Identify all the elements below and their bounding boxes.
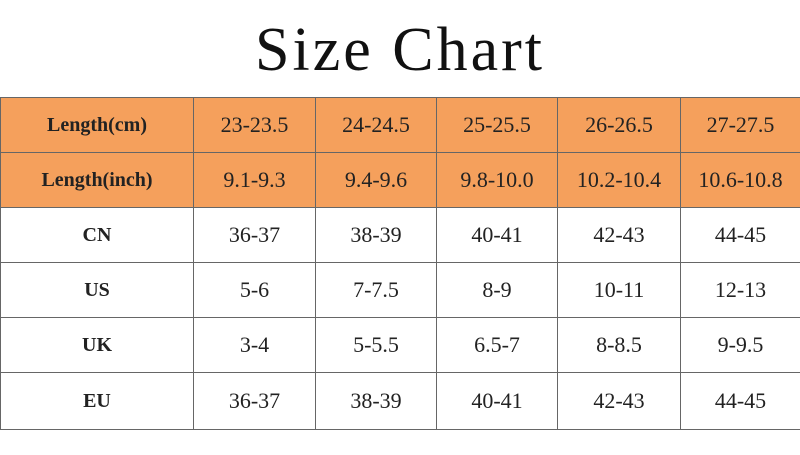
cell: 25-25.5 <box>436 97 558 153</box>
table-body: Length(cm) 23-23.5 24-24.5 25-25.5 26-26.5 27… <box>0 97 800 430</box>
table-row: US 5-6 7-7.5 8-9 10-11 12-13 <box>0 262 800 318</box>
row-header: Length(cm) <box>0 97 194 153</box>
cell: 23-23.5 <box>193 97 316 153</box>
cell: 10-11 <box>557 262 681 318</box>
cell: 5-6 <box>193 262 316 318</box>
cell: 7-7.5 <box>315 262 437 318</box>
cell: 44-45 <box>680 207 800 263</box>
table-row: Length(cm) 23-23.5 24-24.5 25-25.5 26-26.5 27… <box>0 97 800 153</box>
size-table: Length(cm) 23-23.5 24-24.5 25-25.5 26-26.5 27… <box>0 97 800 430</box>
cell: 38-39 <box>315 207 437 263</box>
table-row: CN 36-37 38-39 40-41 42-43 44-45 <box>0 207 800 263</box>
cell: 36-37 <box>193 372 316 430</box>
cell: 42-43 <box>557 372 681 430</box>
cell: 40-41 <box>436 372 558 430</box>
cell: 6.5-7 <box>436 317 558 373</box>
cell: 27-27.5 <box>680 97 800 153</box>
cell: 8-8.5 <box>557 317 681 373</box>
cell: 10.6-10.8 <box>680 152 800 208</box>
cell: 3-4 <box>193 317 316 373</box>
cell: 9.8-10.0 <box>436 152 558 208</box>
title: Size Chart <box>255 16 545 84</box>
cell: 9.1-9.3 <box>193 152 316 208</box>
cell: 10.2-10.4 <box>557 152 681 208</box>
cell: 24-24.5 <box>315 97 437 153</box>
cell: 42-43 <box>557 207 681 263</box>
cell: 12-13 <box>680 262 800 318</box>
row-header: Length(inch) <box>0 152 194 208</box>
row-header: EU <box>0 372 194 430</box>
cell: 38-39 <box>315 372 437 430</box>
row-header: UK <box>0 317 194 373</box>
cell: 36-37 <box>193 207 316 263</box>
cell: 5-5.5 <box>315 317 437 373</box>
table-row: UK 3-4 5-5.5 6.5-7 8-8.5 9-9.5 <box>0 317 800 373</box>
cell: 8-9 <box>436 262 558 318</box>
table-row: EU 36-37 38-39 40-41 42-43 44-45 <box>0 372 800 430</box>
cell: 40-41 <box>436 207 558 263</box>
row-header: CN <box>0 207 194 263</box>
cell: 26-26.5 <box>557 97 681 153</box>
table-row: Length(inch) 9.1-9.3 9.4-9.6 9.8-10.0 10.2-1… <box>0 152 800 208</box>
cell: 44-45 <box>680 372 800 430</box>
cell: 9.4-9.6 <box>315 152 437 208</box>
row-header: US <box>0 262 194 318</box>
cell: 9-9.5 <box>680 317 800 373</box>
